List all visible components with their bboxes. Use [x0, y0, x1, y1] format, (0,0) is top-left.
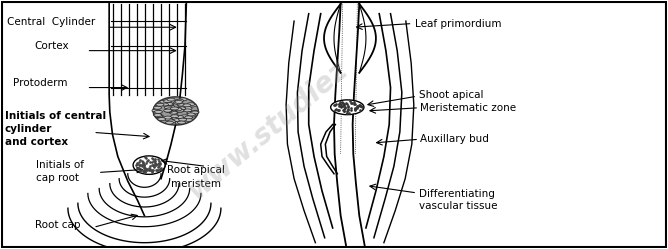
Circle shape	[175, 100, 183, 103]
Circle shape	[152, 109, 160, 112]
Circle shape	[191, 111, 198, 114]
Text: Central  Cylinder: Central Cylinder	[7, 17, 95, 27]
Circle shape	[187, 113, 195, 116]
Circle shape	[187, 103, 195, 106]
Circle shape	[154, 110, 162, 113]
Text: cylinder: cylinder	[5, 124, 52, 134]
Circle shape	[166, 103, 174, 106]
Text: cap root: cap root	[36, 173, 79, 183]
Circle shape	[183, 104, 191, 107]
Text: Root apical: Root apical	[167, 165, 224, 175]
Circle shape	[154, 106, 162, 109]
Circle shape	[164, 109, 172, 112]
Text: Protoderm: Protoderm	[13, 78, 68, 88]
Circle shape	[178, 118, 186, 121]
Circle shape	[160, 103, 168, 106]
Circle shape	[176, 99, 184, 102]
Circle shape	[154, 111, 161, 114]
Circle shape	[179, 98, 187, 101]
Circle shape	[153, 113, 161, 116]
Circle shape	[185, 116, 192, 119]
Circle shape	[164, 106, 172, 109]
Circle shape	[174, 108, 182, 111]
Circle shape	[166, 108, 174, 111]
Circle shape	[165, 118, 173, 121]
Circle shape	[184, 119, 192, 121]
Text: Differentiating: Differentiating	[419, 188, 495, 198]
Circle shape	[191, 111, 199, 114]
Circle shape	[172, 117, 180, 120]
Text: Shoot apical: Shoot apical	[419, 90, 484, 100]
Circle shape	[168, 120, 176, 123]
Circle shape	[176, 109, 184, 112]
Circle shape	[178, 121, 186, 124]
Ellipse shape	[133, 156, 165, 174]
Circle shape	[160, 103, 168, 106]
Circle shape	[170, 111, 177, 114]
Text: Cortex: Cortex	[35, 41, 69, 51]
Circle shape	[155, 115, 163, 118]
Circle shape	[178, 107, 186, 110]
Text: and cortex: and cortex	[5, 137, 68, 147]
Text: Initials of central: Initials of central	[5, 111, 106, 121]
Circle shape	[176, 116, 184, 119]
Circle shape	[187, 112, 195, 115]
Text: meristem: meristem	[170, 179, 220, 189]
Circle shape	[184, 107, 192, 110]
Circle shape	[164, 109, 172, 112]
Circle shape	[188, 114, 196, 117]
Text: Root cap: Root cap	[35, 220, 80, 231]
Circle shape	[154, 114, 162, 117]
Circle shape	[156, 103, 164, 106]
Text: vascular tissue: vascular tissue	[419, 201, 498, 211]
Text: Leaf primordium: Leaf primordium	[415, 18, 502, 29]
Circle shape	[171, 115, 178, 118]
Circle shape	[165, 110, 173, 113]
Circle shape	[170, 107, 178, 110]
Circle shape	[164, 116, 172, 119]
Text: Initials of: Initials of	[36, 160, 84, 170]
Circle shape	[176, 109, 184, 112]
Text: www.studiez: www.studiez	[182, 55, 353, 204]
Circle shape	[164, 100, 172, 103]
Ellipse shape	[331, 100, 364, 115]
Circle shape	[173, 107, 181, 110]
Ellipse shape	[153, 97, 198, 125]
Text: Meristematic zone: Meristematic zone	[420, 103, 516, 113]
Circle shape	[184, 109, 192, 112]
Circle shape	[175, 121, 183, 124]
Circle shape	[158, 118, 166, 121]
Circle shape	[174, 119, 182, 122]
Circle shape	[156, 115, 163, 118]
Text: Auxillary bud: Auxillary bud	[420, 134, 490, 144]
Circle shape	[180, 115, 188, 118]
Circle shape	[188, 104, 196, 107]
Circle shape	[165, 103, 173, 105]
Circle shape	[167, 98, 175, 101]
Circle shape	[160, 100, 168, 103]
Circle shape	[177, 103, 185, 106]
Circle shape	[166, 105, 174, 108]
Circle shape	[166, 121, 174, 124]
Circle shape	[174, 101, 182, 104]
